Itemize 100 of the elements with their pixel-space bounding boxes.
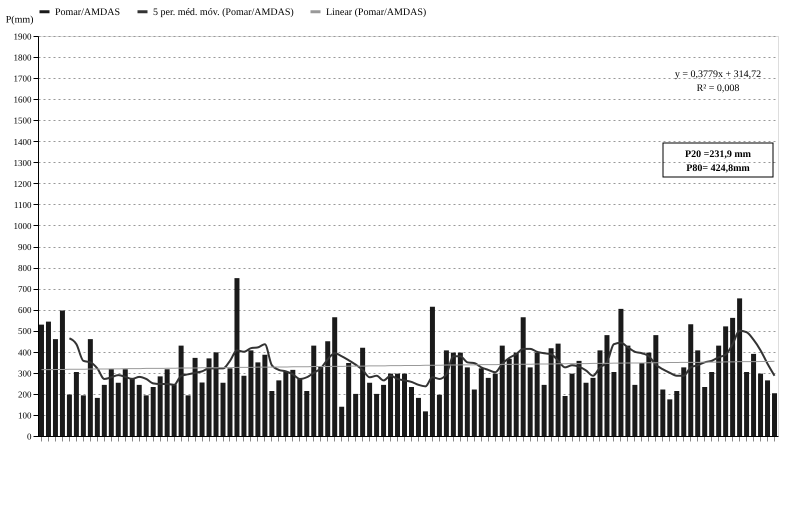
bar <box>360 348 366 436</box>
bar <box>255 362 260 436</box>
bar <box>584 382 589 436</box>
bar <box>674 390 680 436</box>
bar <box>478 368 484 436</box>
bar <box>304 390 310 436</box>
y-tick-label: 100 <box>18 410 32 420</box>
bar <box>276 380 282 436</box>
bar <box>695 350 700 436</box>
bar <box>758 374 764 436</box>
bar <box>604 335 610 436</box>
bar <box>542 384 547 436</box>
bar <box>506 358 512 436</box>
bar <box>46 322 51 436</box>
bar <box>38 324 44 436</box>
bar <box>248 350 254 436</box>
bar <box>576 360 582 436</box>
legend-label: Linear (Pomar/AMDAS) <box>326 6 426 18</box>
bar <box>164 369 170 436</box>
bar <box>52 339 58 436</box>
bar <box>388 374 394 436</box>
bar <box>632 384 638 436</box>
bar <box>178 346 184 436</box>
bar <box>339 406 344 436</box>
bar <box>150 386 156 436</box>
bar <box>172 384 177 436</box>
bar <box>206 358 212 436</box>
bar <box>422 411 428 436</box>
bar <box>136 384 142 436</box>
bar <box>625 346 630 436</box>
bar <box>514 352 519 436</box>
bar <box>367 382 372 436</box>
bar <box>80 395 86 436</box>
y-tick-label: 0 <box>27 432 32 442</box>
bar <box>94 398 100 436</box>
bar <box>444 350 449 436</box>
bar <box>408 386 414 436</box>
bar <box>737 298 742 436</box>
y-tick-label: 1500 <box>14 116 32 126</box>
bar <box>346 362 352 436</box>
line-series <box>40 360 776 370</box>
legend-label: Pomar/AMDAS <box>55 6 120 18</box>
legend-label: 5 per. méd. móv. (Pomar/AMDAS) <box>153 6 294 18</box>
bar <box>290 370 296 436</box>
y-tick-label: 200 <box>18 389 32 400</box>
bar <box>723 326 728 436</box>
bar <box>702 386 708 436</box>
bar <box>297 378 302 436</box>
bar <box>534 352 540 436</box>
bar <box>653 335 658 436</box>
y-tick-label: 1900 <box>14 32 32 42</box>
bar <box>751 354 756 436</box>
bar <box>436 394 442 436</box>
bar <box>262 354 268 436</box>
bar <box>618 308 624 436</box>
annotation: P20 =231,9 mm <box>685 149 752 160</box>
bar <box>472 389 477 436</box>
annotation: y = 0,3779x + 314,72 <box>674 69 762 80</box>
bar <box>269 390 274 436</box>
bar <box>332 317 338 436</box>
bar <box>381 384 386 436</box>
bar <box>214 352 219 436</box>
y-tick-label: 700 <box>18 284 32 294</box>
bar <box>158 376 163 436</box>
bar <box>102 384 107 436</box>
bar <box>570 374 575 436</box>
line-series <box>68 330 776 388</box>
y-tick-label: 800 <box>18 263 32 274</box>
y-tick-label: 300 <box>18 368 32 378</box>
bar <box>646 352 652 436</box>
bar <box>709 372 714 436</box>
bar <box>464 367 470 436</box>
bar <box>374 394 380 436</box>
bar <box>283 371 288 436</box>
bar <box>660 389 666 436</box>
y-tick-label: 1600 <box>14 94 32 105</box>
bar <box>430 306 435 436</box>
y-tick-label: 1300 <box>14 158 32 168</box>
annotation: R² = 0,008 <box>696 83 740 94</box>
y-tick-label: 1200 <box>14 178 32 189</box>
y-tick-label: 1400 <box>14 136 32 147</box>
bar <box>667 399 672 436</box>
bar <box>186 395 191 436</box>
bar <box>227 368 232 436</box>
y-tick-label: 1000 <box>14 220 32 231</box>
y-axis-title: P(mm) <box>6 14 34 26</box>
bar <box>520 317 526 436</box>
bar <box>548 348 554 436</box>
bar <box>528 367 533 436</box>
bar <box>611 372 616 436</box>
bar <box>192 358 198 436</box>
bar <box>639 363 644 436</box>
bar <box>74 372 79 436</box>
annotation: P80= 424,8mm <box>686 163 750 174</box>
bar <box>744 372 750 436</box>
bar <box>325 341 330 436</box>
bar <box>597 350 602 436</box>
y-tick-label: 900 <box>18 242 32 252</box>
y-tick-label: 600 <box>18 305 32 316</box>
bar <box>765 380 770 436</box>
